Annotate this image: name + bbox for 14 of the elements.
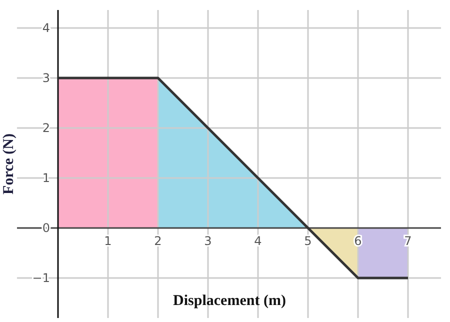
y-axis-title: Force (N) xyxy=(1,134,17,194)
x-tick-label: 3 xyxy=(204,234,212,248)
x-tick-label: 6 xyxy=(354,234,362,248)
x-tick-label: 1 xyxy=(104,234,112,248)
y-tick-label: 1 xyxy=(42,171,50,186)
x-tick-label: 2 xyxy=(154,234,162,248)
y-tick-label: 4 xyxy=(42,21,50,36)
x-tick-label: 4 xyxy=(254,234,262,248)
x-axis-title: Displacement (m) xyxy=(173,293,286,309)
y-tick-label: 2 xyxy=(42,121,50,136)
y-tick-label: −1 xyxy=(32,271,50,286)
x-tick-label: 5 xyxy=(304,234,312,248)
y-tick-label: 3 xyxy=(42,71,50,86)
x-tick-label: 7 xyxy=(404,234,412,248)
